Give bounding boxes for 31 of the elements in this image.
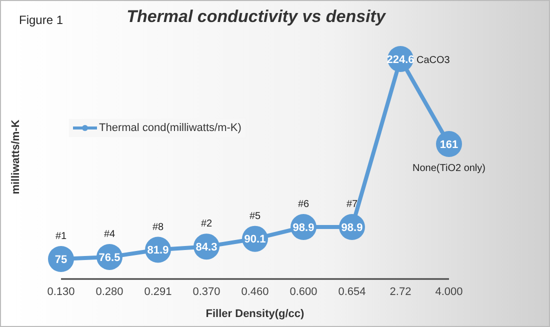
data-label: 161 [440, 138, 458, 151]
x-tick-label: 0.370 [192, 286, 220, 298]
x-tick-label: 0.460 [241, 286, 269, 298]
x-tick-label: 0.130 [47, 286, 75, 298]
chart-title: Thermal conductivity vs density [126, 7, 386, 26]
annotation: #2 [200, 218, 212, 230]
data-label: 75 [54, 254, 68, 266]
annotation: #8 [152, 222, 164, 233]
data-label: 84.3 [196, 241, 218, 254]
x-tick-label: 0.600 [290, 286, 318, 298]
x-tick-label: 0.291 [144, 286, 172, 298]
data-label: 98.9 [341, 222, 363, 234]
annotation: None(TiO2 only) [412, 163, 486, 174]
x-tick-label: 0.654 [338, 286, 366, 298]
data-label: 90.1 [244, 234, 266, 246]
annotation: #4 [104, 228, 116, 240]
x-tick-label: 4.000 [435, 286, 463, 298]
caption: Figure 1 [19, 13, 64, 27]
annotation: #6 [298, 199, 310, 210]
x-tick-label: 0.280 [96, 286, 124, 298]
annotation: CaCO3 [416, 55, 450, 66]
annotation: #5 [249, 210, 261, 222]
x-axis-title: Filler Density(g/cc) [206, 308, 305, 320]
y-axis-title: milliwatts/m-K [10, 120, 22, 194]
x-tick-label: 2.72 [390, 286, 412, 298]
data-label: 98.9 [292, 222, 314, 234]
annotation: #7 [346, 199, 358, 210]
annotation: #1 [55, 231, 67, 242]
data-label: 81.9 [147, 244, 169, 257]
data-label: 76.5 [98, 252, 120, 264]
legend-label: Thermal cond(milliwatts/m-K) [99, 122, 242, 134]
